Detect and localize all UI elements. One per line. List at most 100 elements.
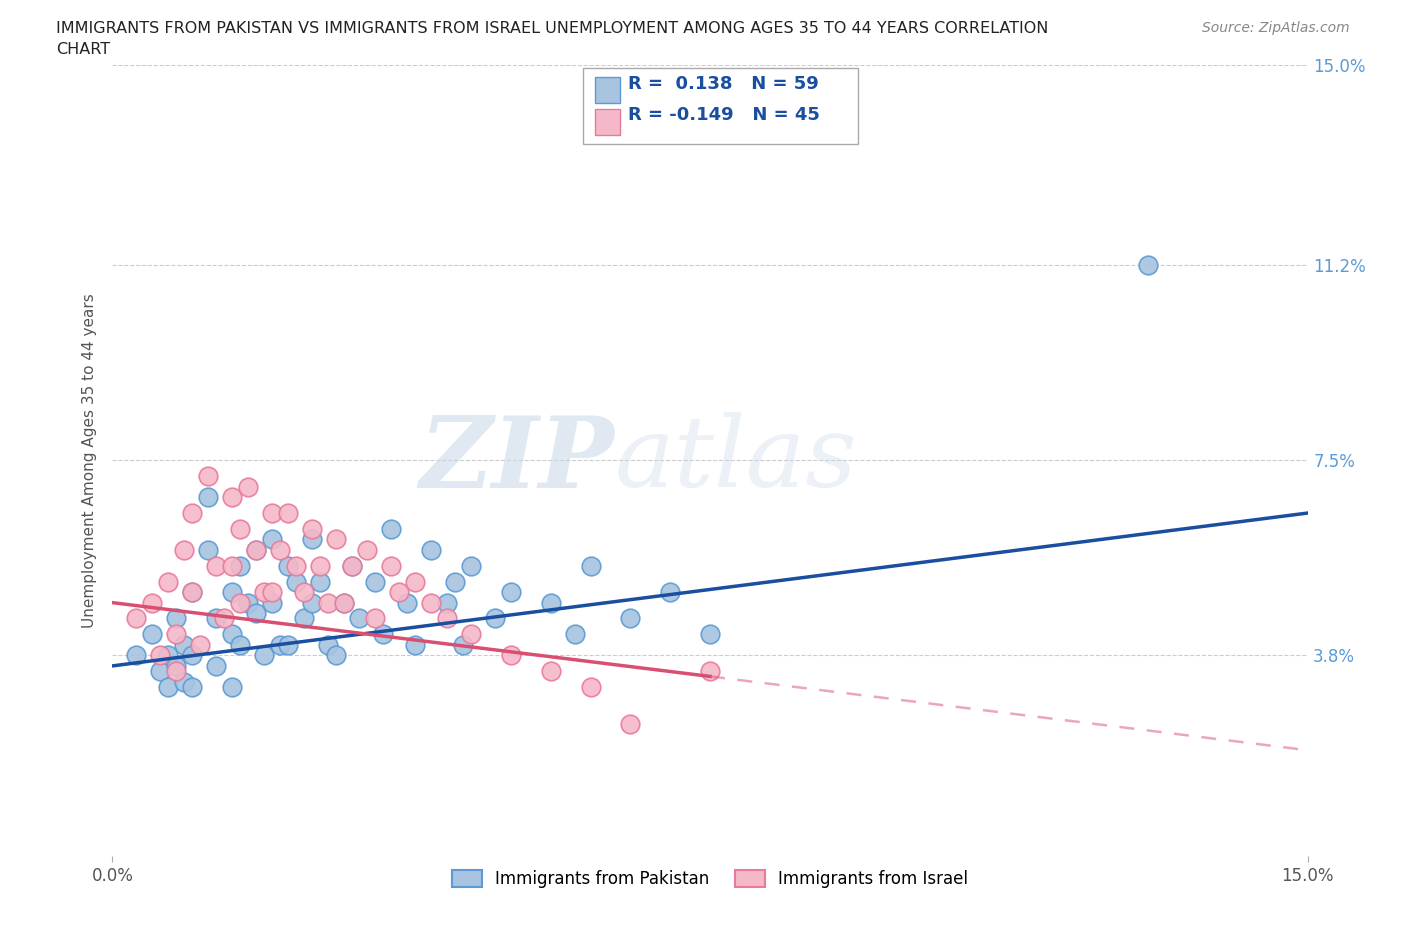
Point bbox=[229, 522, 252, 537]
Point bbox=[260, 532, 283, 547]
Point bbox=[157, 574, 180, 589]
Point bbox=[364, 574, 387, 589]
Point bbox=[460, 558, 482, 573]
Point bbox=[260, 585, 283, 600]
Point bbox=[284, 574, 307, 589]
Point bbox=[316, 637, 339, 652]
Text: ZIP: ZIP bbox=[419, 412, 614, 509]
Point bbox=[236, 595, 259, 610]
Point bbox=[157, 648, 180, 663]
Point bbox=[444, 574, 467, 589]
Text: R =  0.138   N = 59: R = 0.138 N = 59 bbox=[628, 74, 820, 93]
Point bbox=[181, 585, 204, 600]
Point bbox=[380, 558, 402, 573]
Point bbox=[301, 522, 323, 537]
Point bbox=[564, 627, 586, 642]
Point bbox=[373, 627, 395, 642]
Point bbox=[340, 558, 363, 573]
Point bbox=[173, 637, 195, 652]
Point bbox=[205, 658, 228, 673]
Point bbox=[229, 637, 252, 652]
Point bbox=[659, 585, 682, 600]
Text: Source: ZipAtlas.com: Source: ZipAtlas.com bbox=[1202, 21, 1350, 35]
Point bbox=[260, 595, 283, 610]
Point bbox=[205, 611, 228, 626]
Point bbox=[380, 522, 402, 537]
Point bbox=[436, 611, 458, 626]
Point bbox=[308, 574, 330, 589]
Point bbox=[699, 627, 721, 642]
Point bbox=[388, 585, 411, 600]
Point bbox=[396, 595, 419, 610]
Point bbox=[404, 574, 426, 589]
Point bbox=[420, 595, 443, 610]
Point bbox=[460, 627, 482, 642]
Point bbox=[221, 558, 243, 573]
Point bbox=[181, 506, 204, 521]
Point bbox=[301, 532, 323, 547]
Point bbox=[165, 658, 187, 673]
Point bbox=[451, 637, 474, 652]
Point bbox=[332, 595, 354, 610]
Point bbox=[579, 680, 602, 695]
Point bbox=[277, 506, 299, 521]
Point bbox=[141, 627, 163, 642]
Point bbox=[292, 611, 315, 626]
Point bbox=[197, 542, 219, 557]
Point bbox=[221, 627, 243, 642]
Point bbox=[205, 558, 228, 573]
Point bbox=[165, 611, 187, 626]
Point bbox=[197, 469, 219, 484]
Point bbox=[141, 595, 163, 610]
Point bbox=[277, 558, 299, 573]
Point bbox=[181, 680, 204, 695]
Point bbox=[260, 506, 283, 521]
Text: atlas: atlas bbox=[614, 413, 858, 508]
Point bbox=[269, 637, 291, 652]
Point bbox=[149, 664, 172, 679]
Point bbox=[284, 558, 307, 573]
Point bbox=[229, 558, 252, 573]
Point bbox=[173, 542, 195, 557]
Point bbox=[436, 595, 458, 610]
Point bbox=[236, 479, 259, 494]
Point bbox=[165, 664, 187, 679]
Point bbox=[181, 585, 204, 600]
Point bbox=[420, 542, 443, 557]
Point bbox=[316, 595, 339, 610]
Point bbox=[245, 605, 267, 620]
Legend: Immigrants from Pakistan, Immigrants from Israel: Immigrants from Pakistan, Immigrants fro… bbox=[446, 863, 974, 895]
Point bbox=[308, 558, 330, 573]
Point bbox=[277, 637, 299, 652]
Point bbox=[165, 627, 187, 642]
Point bbox=[1137, 258, 1160, 272]
Point bbox=[253, 585, 276, 600]
Point bbox=[325, 532, 347, 547]
Text: IMMIGRANTS FROM PAKISTAN VS IMMIGRANTS FROM ISRAEL UNEMPLOYMENT AMONG AGES 35 TO: IMMIGRANTS FROM PAKISTAN VS IMMIGRANTS F… bbox=[56, 21, 1049, 36]
Point bbox=[157, 680, 180, 695]
Point bbox=[579, 558, 602, 573]
Point bbox=[699, 664, 721, 679]
Point bbox=[301, 595, 323, 610]
Point bbox=[332, 595, 354, 610]
Point bbox=[619, 716, 641, 731]
Text: CHART: CHART bbox=[56, 42, 110, 57]
Point bbox=[484, 611, 506, 626]
Point bbox=[540, 595, 562, 610]
Point bbox=[619, 611, 641, 626]
Point bbox=[245, 542, 267, 557]
Point bbox=[125, 648, 148, 663]
Point bbox=[499, 648, 522, 663]
Point bbox=[229, 595, 252, 610]
Point bbox=[173, 674, 195, 689]
Point bbox=[325, 648, 347, 663]
Point bbox=[364, 611, 387, 626]
Point bbox=[212, 611, 235, 626]
Point bbox=[221, 680, 243, 695]
Point bbox=[245, 542, 267, 557]
Point bbox=[188, 637, 211, 652]
Point bbox=[292, 585, 315, 600]
Point bbox=[356, 542, 378, 557]
Y-axis label: Unemployment Among Ages 35 to 44 years: Unemployment Among Ages 35 to 44 years bbox=[82, 293, 97, 628]
Point bbox=[404, 637, 426, 652]
